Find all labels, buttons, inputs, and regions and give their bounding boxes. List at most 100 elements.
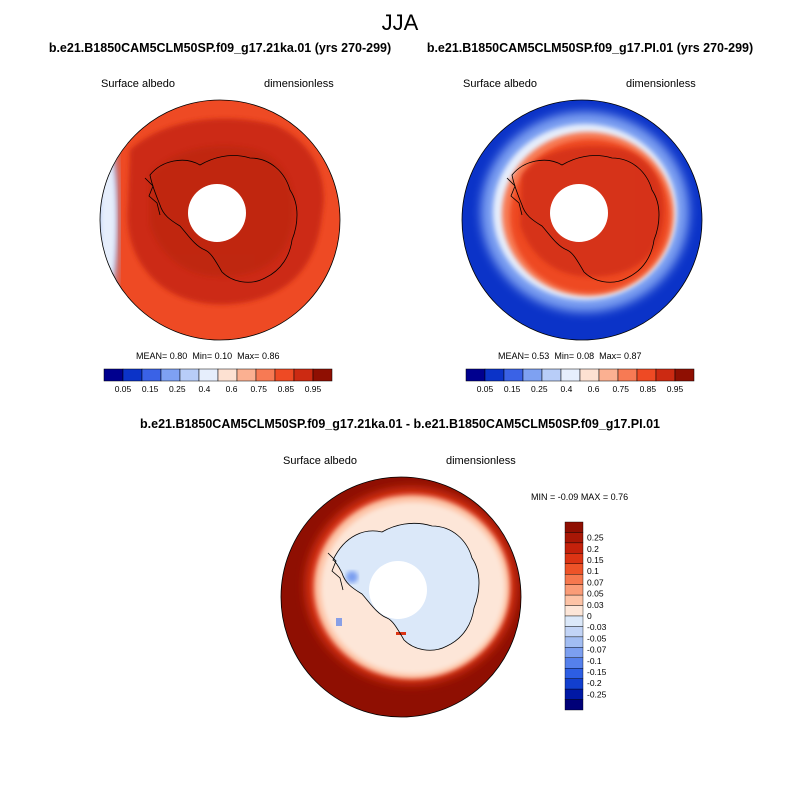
panel2-mean-value: 0.53 (531, 351, 550, 361)
panel1-max-label: Max= (237, 351, 260, 361)
panel2-colorbar-swatch-6 (579, 368, 600, 382)
panel3-colorbar-swatch-7 (564, 594, 584, 606)
panel3-stats: MIN = -0.09 MAX = 0.76 (531, 492, 628, 502)
panel1-title: b.e21.B1850CAM5CLM50SP.f09_g17.21ka.01 (… (48, 41, 392, 55)
panel3-colorbar-label: 0.1 (587, 566, 599, 576)
panel2-map (461, 99, 703, 341)
panel2-colorbar-swatch-0 (465, 368, 486, 382)
panel2-colorbar-swatch-1 (484, 368, 505, 382)
panel1-colorbar-label: 0.6 (226, 384, 238, 394)
panel2-colorbar-swatch-11 (674, 368, 695, 382)
panel3-colorbar-swatch-6 (564, 584, 584, 596)
panel2-colorbar-label: 0.6 (588, 384, 600, 394)
panel3-colorbar-swatch-4 (564, 563, 584, 575)
panel3-colorbar-label: -0.15 (587, 667, 607, 677)
panel1-colorbar-label: 0.05 (115, 384, 132, 394)
panel1-colorbar-swatch-0 (103, 368, 124, 382)
panel1-colorbar-swatch-10 (293, 368, 314, 382)
panel3-colorbar-label: 0.15 (587, 555, 604, 565)
panel1-colorbar-swatch-6 (217, 368, 238, 382)
panel3-colorbar-swatch-12 (564, 647, 584, 658)
panel3-colorbar-label: -0.07 (587, 645, 607, 655)
panel3-colorbar-swatch-8 (564, 605, 584, 617)
panel3-colorbar-swatch-5 (564, 574, 584, 585)
panel2-colorbar-label: 0.75 (612, 384, 629, 394)
panel2-mean-label: MEAN= (498, 351, 530, 361)
panel1-min-label: Min= (192, 351, 213, 361)
panel2-max-label: Max= (599, 351, 622, 361)
panel1-colorbar-label: 0.85 (278, 384, 295, 394)
panel1-colorbar-swatch-4 (179, 368, 200, 382)
panel3-colorbar-label: 0.05 (587, 589, 604, 599)
panel3-colorbar-label: -0.2 (587, 678, 602, 688)
panel2-colorbar-swatch-5 (560, 368, 581, 382)
panel3-units: dimensionless (446, 455, 516, 467)
panel2-colorbar-label: 0.85 (640, 384, 657, 394)
panel3-min-value: -0.09 (557, 492, 579, 502)
panel1-colorbar-swatch-5 (198, 368, 219, 382)
panel3-max-label: MAX = (580, 492, 609, 502)
panel1-colorbar: 0.05 0.15 0.25 0.4 0.6 0.75 0.85 0.95 (103, 368, 333, 394)
panel3-colorbar-label: 0 (587, 611, 592, 621)
panel1-colorbar-swatch-1 (122, 368, 143, 382)
panel3-variable: Surface albedo (283, 455, 357, 467)
panel3-colorbar-swatch-2 (564, 542, 584, 554)
panel3-colorbar-label: 0.2 (587, 544, 599, 554)
panel3-colorbar-label: -0.1 (587, 656, 602, 666)
panel2-stats: MEAN= 0.53 Min= 0.08 Max= 0.87 (498, 351, 641, 361)
panel1-colorbar-swatch-9 (274, 368, 295, 382)
panel2-min-value: 0.08 (576, 351, 595, 361)
panel3-colorbar-label: 0.25 (587, 533, 604, 543)
panel3-colorbar-swatch-3 (564, 553, 584, 564)
panel1-colorbar-label: 0.25 (169, 384, 186, 394)
panel2-title: b.e21.B1850CAM5CLM50SP.f09_g17.PI.01 (yr… (426, 41, 754, 55)
panel3-colorbar-swatch-10 (564, 626, 584, 638)
panel2-colorbar-swatch-9 (636, 368, 657, 382)
panel2-colorbar-swatch-8 (617, 368, 638, 382)
panel1-stats: MEAN= 0.80 Min= 0.10 Max= 0.86 (136, 351, 279, 361)
panel2-colorbar-swatch-10 (655, 368, 676, 382)
panel2-units: dimensionless (626, 78, 696, 90)
panel1-colorbar-label: 0.15 (142, 384, 159, 394)
panel3-colorbar-label: -0.25 (587, 689, 607, 699)
panel3-min-label: MIN = (531, 492, 556, 502)
panel3-colorbar-swatch-9 (564, 615, 584, 627)
panel2-colorbar-swatch-4 (541, 368, 562, 382)
panel3-colorbar-swatch-0 (564, 521, 584, 533)
panel3-max-value: 0.76 (610, 492, 629, 502)
panel2-colorbar-swatch-2 (503, 368, 524, 382)
panel2-colorbar-swatch-3 (522, 368, 543, 382)
panel3-colorbar-swatch-15 (564, 678, 584, 690)
panel3-colorbar-swatch-14 (564, 668, 584, 679)
panel3-colorbar-label: -0.03 (587, 622, 607, 632)
panel1-colorbar-label: 0.75 (250, 384, 267, 394)
panel1-units: dimensionless (264, 78, 334, 90)
panel1-colorbar-swatch-2 (141, 368, 162, 382)
panel2-colorbar-label: 0.15 (504, 384, 521, 394)
panel3-colorbar-label: -0.05 (587, 633, 607, 643)
panel1-colorbar-label: 0.95 (305, 384, 322, 394)
panel1-colorbar-swatch-3 (160, 368, 181, 382)
panel2-colorbar-swatch-7 (598, 368, 619, 382)
panel1-mean-value: 0.80 (169, 351, 188, 361)
panel2-colorbar-label: 0.95 (667, 384, 684, 394)
panel3-colorbar-swatch-1 (564, 532, 584, 544)
panel1-variable: Surface albedo (101, 78, 175, 90)
figure-title: JJA (381, 10, 419, 35)
panel3-colorbar-swatch-11 (564, 636, 584, 648)
panel2-colorbar: 0.05 0.15 0.25 0.4 0.6 0.75 0.85 0.95 (465, 368, 695, 394)
panel3-title: b.e21.B1850CAM5CLM50SP.f09_g17.21ka.01 -… (140, 417, 660, 431)
panel2-variable: Surface albedo (463, 78, 537, 90)
panel2-colorbar-label: 0.25 (531, 384, 548, 394)
panel1-colorbar-swatch-7 (236, 368, 257, 382)
panel2-max-value: 0.87 (623, 351, 642, 361)
panel1-colorbar-swatch-8 (255, 368, 276, 382)
panel1-colorbar-swatch-11 (312, 368, 333, 382)
panel3-colorbar-swatch-17 (564, 699, 584, 711)
panel1-min-value: 0.10 (214, 351, 233, 361)
panel3-colorbar-label: 0.03 (587, 600, 604, 610)
panel3-colorbar: 0.250.20.150.10.07 0.050.030-0.03-0.05 -0.… (564, 521, 607, 711)
panel3-colorbar-swatch-13 (564, 657, 584, 669)
panel2-colorbar-label: 0.05 (477, 384, 494, 394)
